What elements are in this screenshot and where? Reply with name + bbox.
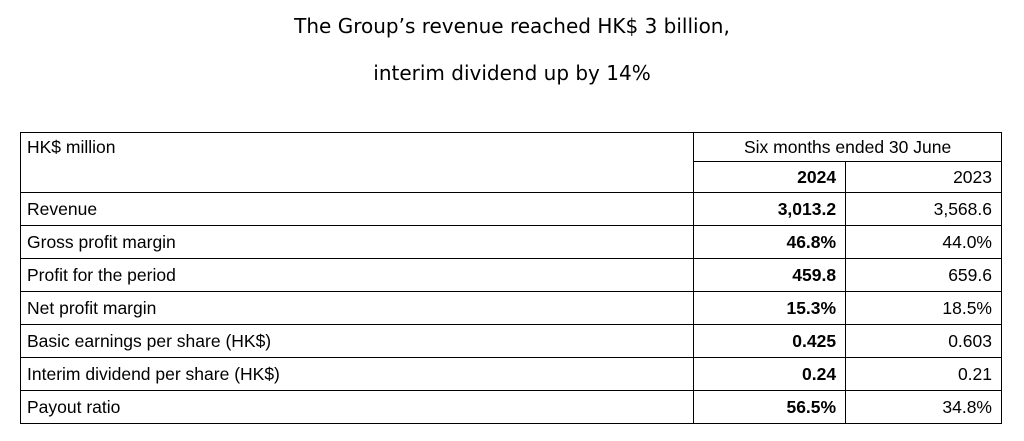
table-row: Basic earnings per share (HK$) 0.425 0.6… bbox=[19, 324, 1002, 358]
value-current: 0.24 bbox=[693, 357, 847, 391]
value-current: 56.5% bbox=[693, 390, 847, 424]
row-label: Basic earnings per share (HK$) bbox=[19, 324, 695, 358]
row-label: Net profit margin bbox=[19, 291, 695, 325]
value-current: 3,013.2 bbox=[693, 192, 847, 226]
value-prior: 3,568.6 bbox=[845, 192, 1002, 226]
headline-line-2: interim dividend up by 14% bbox=[373, 61, 651, 85]
value-current: 46.8% bbox=[693, 225, 847, 259]
row-label: Interim dividend per share (HK$) bbox=[19, 357, 695, 391]
value-prior: 44.0% bbox=[845, 225, 1002, 259]
value-prior: 0.603 bbox=[845, 324, 1002, 358]
table-row: Payout ratio 56.5% 34.8% bbox=[19, 390, 1002, 424]
table-row: Interim dividend per share (HK$) 0.24 0.… bbox=[19, 357, 1002, 391]
year-current-header: 2024 bbox=[693, 161, 847, 193]
table-header-row: HK$ million Six months ended 30 June bbox=[19, 132, 1002, 193]
value-prior: 34.8% bbox=[845, 390, 1002, 424]
value-current: 459.8 bbox=[693, 258, 847, 292]
value-prior: 0.21 bbox=[845, 357, 1002, 391]
row-label: Revenue bbox=[19, 192, 695, 226]
table-row: Profit for the period 459.8 659.6 bbox=[19, 258, 1002, 292]
value-prior: 18.5% bbox=[845, 291, 1002, 325]
value-current: 0.425 bbox=[693, 324, 847, 358]
period-label: Six months ended 30 June bbox=[693, 132, 1002, 162]
row-label: Payout ratio bbox=[19, 390, 695, 424]
unit-label: HK$ million bbox=[19, 132, 695, 193]
year-header-row: 2024 2023 bbox=[21, 161, 1002, 193]
table-row: Net profit margin 15.3% 18.5% bbox=[19, 291, 1002, 325]
row-label: Gross profit margin bbox=[19, 225, 695, 259]
value-current: 15.3% bbox=[693, 291, 847, 325]
financial-summary-table: HK$ million Six months ended 30 June 202… bbox=[19, 132, 1002, 424]
headline-line-1: The Group’s revenue reached HK$ 3 billio… bbox=[294, 14, 730, 38]
row-label: Profit for the period bbox=[19, 258, 695, 292]
year-prior-header: 2023 bbox=[845, 161, 1002, 193]
table-row: Gross profit margin 46.8% 44.0% bbox=[19, 225, 1002, 259]
table-row: Revenue 3,013.2 3,568.6 bbox=[19, 192, 1002, 226]
value-prior: 659.6 bbox=[845, 258, 1002, 292]
